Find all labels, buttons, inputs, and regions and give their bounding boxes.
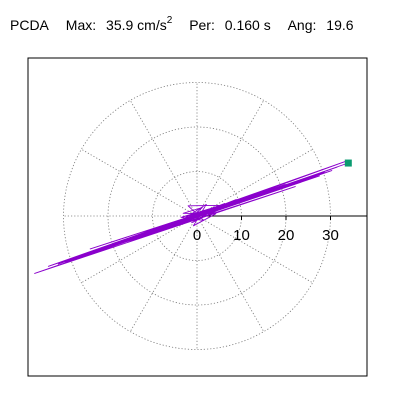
tick-label: 10	[233, 227, 250, 244]
period-label: Per:	[189, 17, 215, 33]
plot-frame	[27, 57, 368, 377]
grid-spoke	[196, 215, 313, 284]
marker-layer	[344, 159, 352, 167]
max-value: 35.9	[106, 17, 134, 33]
peak-marker	[344, 159, 352, 167]
grid-spoke	[81, 148, 198, 217]
tick-label: 0	[193, 227, 201, 244]
axes	[196, 215, 367, 220]
motion-trace	[34, 161, 349, 274]
grid-spoke	[196, 215, 265, 332]
angle-label: Ang:	[287, 17, 317, 33]
record-header: PCDA Max: 35.9 cm/s2 Per: 0.160 s Ang: 1…	[10, 15, 354, 33]
channel-code: PCDA	[10, 17, 49, 33]
tick-label: 30	[322, 227, 339, 244]
grid-spoke	[129, 215, 198, 332]
tick-labels: 0 10 20 30	[193, 227, 339, 244]
grid-spoke	[129, 100, 198, 217]
max-label: Max:	[65, 17, 97, 33]
max-unit: cm/s2	[137, 15, 173, 33]
angle-value: 19.6	[326, 17, 354, 33]
period-value: 0.160 s	[224, 17, 271, 33]
max-unit-exponent: 2	[166, 15, 173, 26]
tick-label: 20	[278, 227, 295, 244]
trace-layer	[34, 161, 349, 274]
